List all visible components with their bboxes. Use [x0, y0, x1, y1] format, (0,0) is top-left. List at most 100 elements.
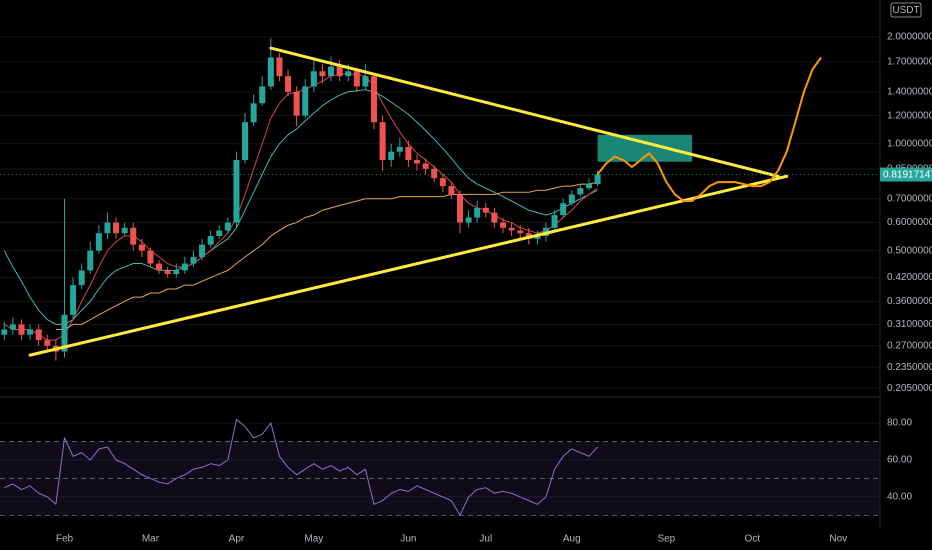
candle-body: [78, 270, 85, 286]
y-tick-label: 1.20000000: [887, 110, 932, 121]
candle-body: [379, 122, 386, 161]
candle-body: [87, 250, 94, 271]
x-tick-label: Jul: [479, 534, 492, 545]
x-tick-label: Sep: [657, 534, 675, 545]
x-tick-label: Jun: [400, 534, 416, 545]
candle-body: [362, 76, 369, 87]
candle-body: [259, 86, 266, 104]
candle-body: [293, 91, 300, 116]
moving-average: [55, 181, 598, 330]
y-tick-label: 0.20500000: [887, 383, 932, 394]
last-price-badge: [880, 167, 932, 182]
candle-body: [173, 270, 180, 274]
candle-body: [104, 222, 111, 234]
candle-body: [508, 227, 515, 231]
x-tick-label: Mar: [142, 534, 160, 545]
candle-body: [18, 324, 25, 335]
candle-body: [130, 227, 137, 245]
candle-body: [242, 122, 249, 161]
candle-body: [9, 324, 16, 330]
candle-body: [439, 178, 446, 187]
candle-body: [70, 285, 77, 315]
candle-body: [474, 207, 481, 218]
candle-body: [35, 329, 42, 341]
candle-body: [27, 329, 34, 335]
candle-body: [285, 76, 292, 92]
candle-body: [267, 57, 274, 87]
candle-body: [61, 314, 68, 352]
unit-badge: [890, 2, 922, 18]
y-tick-label: 40.00: [887, 492, 912, 503]
candle-body: [560, 203, 567, 216]
candle-body: [388, 151, 395, 161]
candle-body: [156, 263, 163, 271]
candle-body: [310, 71, 317, 87]
candle-body: [491, 212, 498, 223]
candle-body: [44, 340, 51, 346]
unit-label: USDT: [892, 5, 919, 16]
x-tick-label: Nov: [829, 534, 847, 545]
candle-body: [319, 71, 326, 77]
candle-body: [207, 235, 214, 245]
candle-body: [405, 146, 412, 161]
candle-body: [224, 222, 231, 231]
y-tick-label: 1.40000000: [887, 87, 932, 98]
candle-body: [233, 160, 240, 223]
candle-body: [594, 174, 601, 185]
candle-body: [302, 86, 309, 116]
candle-body: [1, 329, 8, 335]
candle-body: [95, 233, 102, 251]
candle-body: [276, 57, 283, 77]
y-tick-label: 60.00: [887, 455, 912, 466]
moving-average: [3, 89, 598, 325]
trendline: [28, 174, 789, 357]
candle-body: [371, 76, 378, 123]
trendline: [269, 46, 780, 178]
candle-body: [585, 184, 592, 189]
candle-body: [216, 230, 223, 236]
x-tick-label: Oct: [745, 534, 761, 545]
candle-body: [336, 66, 343, 77]
candle-body: [138, 244, 145, 251]
candle-body: [482, 207, 489, 213]
candle-body: [250, 103, 257, 123]
candle-body: [345, 71, 352, 77]
candle-body: [328, 66, 335, 77]
projection-path: [596, 56, 822, 203]
candle-body: [413, 160, 421, 164]
candle-body: [456, 194, 464, 223]
candle-body: [353, 71, 360, 87]
rsi-line: [4, 418, 598, 516]
candle-body: [517, 230, 524, 234]
candle-body: [396, 146, 403, 152]
x-tick-label: Feb: [56, 534, 74, 545]
x-tick-label: Apr: [229, 534, 245, 545]
last-price-label: 0.81917147: [883, 170, 932, 181]
moving-average: [4, 72, 598, 341]
candle-body: [164, 270, 171, 274]
candle-body: [568, 194, 575, 204]
candle-body: [534, 235, 541, 239]
candle-body: [465, 217, 472, 223]
candle-body: [551, 215, 558, 228]
x-tick-label: May: [304, 534, 323, 545]
y-tick-label: 80.00: [887, 418, 912, 429]
candle-body: [499, 222, 506, 228]
candle-body: [448, 186, 455, 195]
candle-body: [121, 227, 128, 234]
x-tick-label: Aug: [563, 534, 581, 545]
candle-body: [577, 188, 584, 195]
candle-body: [147, 250, 154, 264]
candle-body: [190, 256, 197, 264]
candle-body: [113, 222, 120, 234]
